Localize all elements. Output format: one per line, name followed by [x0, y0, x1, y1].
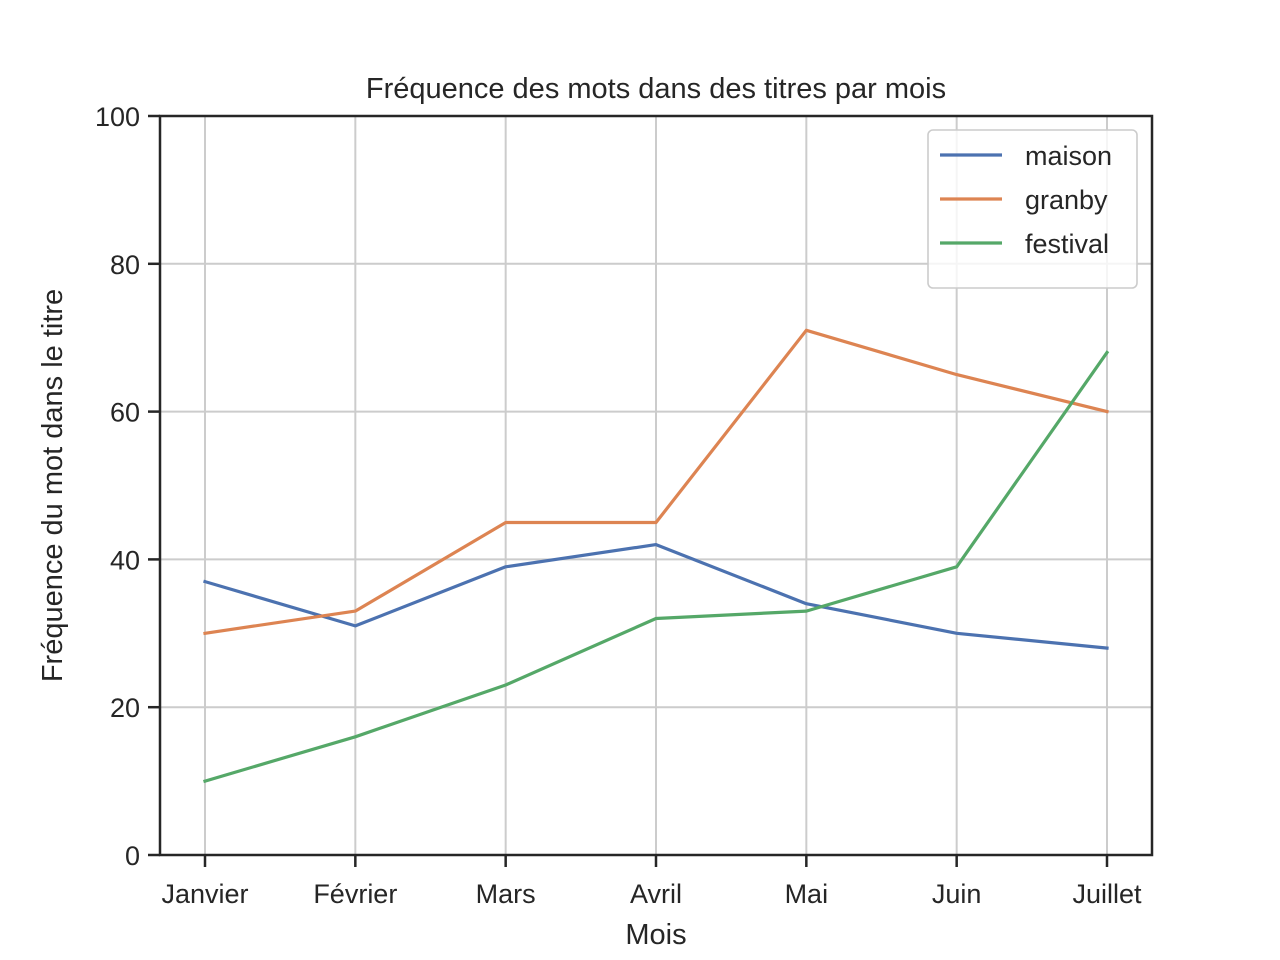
y-tick-label: 80 [110, 250, 140, 280]
legend-label-granby: granby [1025, 185, 1108, 215]
y-tick-label: 20 [110, 693, 140, 723]
legend-label-maison: maison [1025, 141, 1112, 171]
legend-label-festival: festival [1025, 229, 1109, 259]
legend-box [927, 129, 1138, 289]
series-line-festival [203, 350, 1110, 784]
series-line-maison [203, 542, 1109, 650]
x-tick-label: Mars [476, 879, 536, 909]
ticks: Janvier Février Mars Avril Mai Juin Juillet 0 20… [95, 102, 1142, 909]
y-tick-label: 0 [125, 841, 140, 871]
series-line-granby [203, 328, 1109, 636]
x-tick-label: Mai [785, 879, 829, 909]
x-tick-label: Février [313, 879, 397, 909]
y-tick-label: 100 [95, 102, 140, 132]
x-tick-label: Janvier [161, 879, 248, 909]
chart-title: Fréquence des mots dans des titres par m… [366, 73, 946, 105]
y-axis-label: Fréquence du mot dans le titre [37, 289, 69, 682]
x-tick-label: Avril [630, 879, 682, 909]
x-axis-label: Mois [625, 919, 686, 951]
y-tick-label: 60 [110, 398, 140, 428]
legend: maison granby festival [927, 129, 1138, 289]
x-tick-label: Juillet [1072, 879, 1142, 909]
series-lines [203, 328, 1110, 784]
x-tick-label: Juin [932, 879, 982, 909]
y-tick-label: 40 [110, 545, 140, 575]
